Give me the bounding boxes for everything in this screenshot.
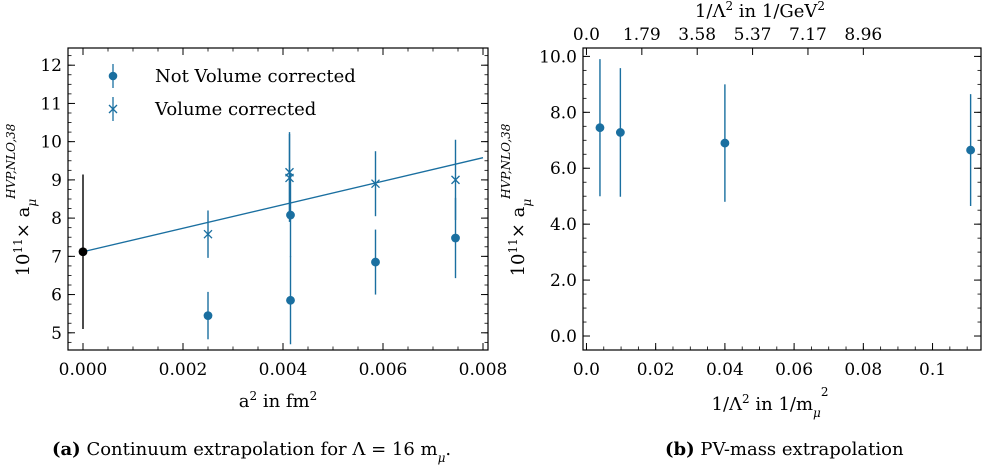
top-x-tick-label: 5.37 (734, 25, 772, 45)
y-tick-label: 2.0 (550, 271, 577, 291)
panel-a-plot-frame (67, 47, 489, 351)
y-tick-label: 11 (40, 94, 62, 114)
top-x-tick-label: 3.58 (678, 25, 716, 45)
x-tick-label: 0.006 (359, 360, 408, 380)
panel-a-fit-line (82, 157, 484, 253)
y-tick-label: 12 (40, 56, 62, 76)
top-x-tick-label: 7.17 (789, 25, 827, 45)
y-tick-label: 9 (51, 171, 62, 191)
top-x-tick-label: 1.79 (623, 25, 661, 45)
panel-b-data-marks (595, 59, 976, 206)
y-tick-label: 5 (51, 324, 62, 344)
panel-a-continuum-extrapolation: 0.000 0.002 0.004 0.006 0.008 5 6 7 8 9 10 11 12 Not… (4, 47, 507, 465)
not-volume-corrected-point (371, 257, 380, 267)
x-tick-label: 0.008 (459, 360, 508, 380)
y-tick-label: 4.0 (550, 215, 577, 235)
y-tick-label: 0.0 (550, 327, 577, 347)
x-tick-label: 0.08 (844, 360, 882, 380)
not-volume-corrected-point (203, 311, 213, 320)
x-tick-label: 0.02 (637, 360, 675, 380)
y-tick-label: 6.0 (550, 159, 577, 179)
panel-b-top-x-axis-label: 1/Λ2 in 1/GeV2 (695, 0, 825, 22)
fit-line (82, 157, 484, 253)
y-tick-label: 7 (51, 247, 62, 267)
y-tick-label: 8.0 (550, 103, 577, 123)
y-tick-label: 10.0 (539, 47, 577, 67)
y-tick-label: 10 (40, 133, 62, 153)
y-tick-label: 8 (51, 209, 62, 229)
pv-mass-point (615, 128, 625, 137)
panel-b-ticks: 0.0 0.02 0.04 0.06 0.08 0.1 0.0 2.0 4.0 6.0 8.0 10.… (539, 25, 981, 380)
continuum-limit-point (78, 247, 88, 257)
panel-b-caption: (b) PV-mass extrapolation (665, 439, 904, 460)
not-volume-corrected-point (286, 295, 295, 305)
panel-a-legend: Not Volume corrected Volume corrected (108, 64, 356, 121)
top-x-tick-label: 8.96 (844, 25, 882, 45)
panel-a-x-axis-label: a2 in fm2 (239, 389, 318, 412)
x-tick-label: 0.0 (573, 360, 600, 380)
volume-corrected-x-marker (203, 229, 213, 239)
x-tick-label: 0.1 (919, 360, 946, 380)
not-volume-corrected-point (286, 210, 295, 220)
panel-a-data-marks (78, 132, 460, 345)
panel-b-plot-frame (582, 47, 982, 351)
y-tick-label: 6 (51, 286, 62, 306)
panel-b-pv-mass-extrapolation: 0.0 0.02 0.04 0.06 0.08 0.1 0.0 2.0 4.0 6.0 8.0 10.… (499, 0, 982, 460)
panel-a-caption: (a) Continuum extrapolation for Λ = 16 m… (52, 439, 451, 465)
panel-b-x-axis-label: 1/Λ2 in 1/mμ2 (712, 385, 829, 420)
x-tick-label: 0.04 (706, 360, 744, 380)
legend-marker-volume-corrected (108, 97, 118, 121)
panel-b-y-axis-label: 1011× aμHVP,NLO,38 (499, 123, 534, 276)
panel-a-ticks: 0.000 0.002 0.004 0.006 0.008 5 6 7 8 9 10 11 12 (40, 48, 507, 380)
x-tick-label: 0.002 (159, 360, 208, 380)
not-volume-corrected-point (451, 233, 460, 243)
x-tick-label: 0.000 (59, 360, 108, 380)
pv-mass-point (720, 138, 730, 148)
legend-label-not-volume-corrected: Not Volume corrected (155, 66, 356, 87)
top-x-tick-label: 0.0 (573, 25, 600, 45)
x-tick-label: 0.06 (775, 360, 813, 380)
panel-a-y-axis-label: 1011× aμHVP,NLO,38 (4, 123, 39, 276)
pv-mass-point (595, 123, 605, 133)
volume-corrected-x-marker (285, 167, 294, 177)
legend-label-volume-corrected: Volume corrected (154, 99, 316, 120)
x-tick-label: 0.004 (259, 360, 308, 380)
pv-mass-point (966, 145, 976, 155)
legend-marker-not-volume-corrected (108, 64, 118, 88)
volume-corrected-x-marker (371, 179, 380, 189)
volume-corrected-x-marker (451, 175, 460, 185)
